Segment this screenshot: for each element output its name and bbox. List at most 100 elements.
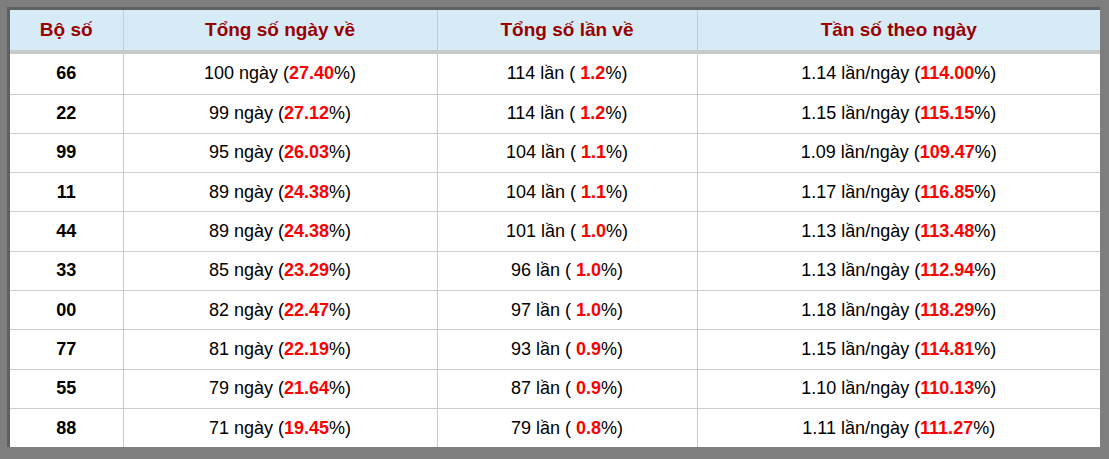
cell-text: 95 ngày ( xyxy=(209,142,284,162)
cell-text: 1.13 lần/ngày ( xyxy=(801,260,920,280)
cell-text: 66 xyxy=(56,63,76,83)
pair-cell: 88 xyxy=(10,409,123,448)
pair-cell: 55 xyxy=(10,369,123,408)
times-cell: 101 lần ( 1.0%) xyxy=(437,212,697,251)
times-cell: 79 lần ( 0.8%) xyxy=(437,409,697,448)
percent-highlight: 1.0 xyxy=(581,221,606,241)
cell-text: 1.13 lần/ngày ( xyxy=(801,221,920,241)
days-cell: 82 ngày (22.47%) xyxy=(123,291,437,330)
percent-highlight: 22.19 xyxy=(284,339,329,359)
freq-cell: 1.09 lần/ngày (109.47%) xyxy=(697,133,1100,172)
percent-highlight: 21.64 xyxy=(284,378,329,398)
window-frame: Bộ số Tổng số ngày về Tổng số lần về Tần… xyxy=(0,0,1109,459)
times-cell: 114 lần ( 1.2%) xyxy=(437,94,697,133)
pair-cell: 22 xyxy=(10,94,123,133)
header-pair: Bộ số xyxy=(10,10,123,52)
cell-text: %) xyxy=(329,182,351,202)
cell-text: %) xyxy=(329,339,351,359)
pair-cell: 44 xyxy=(10,212,123,251)
cell-text: %) xyxy=(329,300,351,320)
cell-text: 1.18 lần/ngày ( xyxy=(801,300,920,320)
percent-highlight: 113.48 xyxy=(920,221,974,241)
cell-text: 55 xyxy=(56,378,76,398)
cell-text: %) xyxy=(974,339,996,359)
percent-highlight: 111.27 xyxy=(920,418,973,438)
cell-text: %) xyxy=(601,339,623,359)
header-frequency: Tần số theo ngày xyxy=(697,10,1100,52)
cell-text: %) xyxy=(974,221,996,241)
table-row: 2299 ngày (27.12%)114 lần ( 1.2%)1.15 lầ… xyxy=(10,94,1100,133)
times-cell: 114 lần ( 1.2%) xyxy=(437,52,697,94)
table-row: 4489 ngày (24.38%)101 lần ( 1.0%)1.13 lầ… xyxy=(10,212,1100,251)
cell-text: %) xyxy=(973,418,995,438)
table-row: 66100 ngày (27.40%)114 lần ( 1.2%)1.14 l… xyxy=(10,52,1100,94)
percent-highlight: 24.38 xyxy=(284,221,329,241)
percent-highlight: 0.9 xyxy=(576,378,601,398)
pair-cell: 99 xyxy=(10,133,123,172)
percent-highlight: 114.00 xyxy=(920,63,974,83)
percent-highlight: 0.8 xyxy=(576,418,601,438)
percent-highlight: 1.2 xyxy=(580,63,605,83)
cell-text: 71 ngày ( xyxy=(209,418,284,438)
days-cell: 85 ngày (23.29%) xyxy=(123,251,437,290)
cell-text: 44 xyxy=(56,221,76,241)
percent-highlight: 19.45 xyxy=(284,418,329,438)
percent-highlight: 112.94 xyxy=(920,260,974,280)
statistics-panel: Bộ số Tổng số ngày về Tổng số lần về Tần… xyxy=(7,7,1100,447)
cell-text: %) xyxy=(329,142,351,162)
cell-text: 82 ngày ( xyxy=(209,300,284,320)
days-cell: 99 ngày (27.12%) xyxy=(123,94,437,133)
cell-text: %) xyxy=(601,260,623,280)
cell-text: %) xyxy=(329,378,351,398)
cell-text: 104 lần ( xyxy=(506,182,581,202)
cell-text: %) xyxy=(606,221,628,241)
cell-text: %) xyxy=(974,300,996,320)
table-row: 9995 ngày (26.03%)104 lần ( 1.1%)1.09 lầ… xyxy=(10,133,1100,172)
freq-cell: 1.18 lần/ngày (118.29%) xyxy=(697,291,1100,330)
times-cell: 104 lần ( 1.1%) xyxy=(437,173,697,212)
cell-text: 89 ngày ( xyxy=(209,221,284,241)
pair-cell: 11 xyxy=(10,173,123,212)
cell-text: 33 xyxy=(56,260,76,280)
cell-text: 22 xyxy=(56,103,76,123)
percent-highlight: 1.0 xyxy=(576,300,601,320)
cell-text: %) xyxy=(329,221,351,241)
days-cell: 100 ngày (27.40%) xyxy=(123,52,437,94)
cell-text: %) xyxy=(606,182,628,202)
cell-text: 97 lần ( xyxy=(511,300,576,320)
times-cell: 96 lần ( 1.0%) xyxy=(437,251,697,290)
cell-text: %) xyxy=(329,103,351,123)
freq-cell: 1.13 lần/ngày (113.48%) xyxy=(697,212,1100,251)
cell-text: %) xyxy=(974,182,996,202)
percent-highlight: 24.38 xyxy=(284,182,329,202)
cell-text: 114 lần ( xyxy=(507,103,581,123)
pair-cell: 77 xyxy=(10,330,123,369)
days-cell: 89 ngày (24.38%) xyxy=(123,173,437,212)
table-row: 3385 ngày (23.29%)96 lần ( 1.0%)1.13 lần… xyxy=(10,251,1100,290)
percent-highlight: 26.03 xyxy=(284,142,329,162)
table-row: 55 79 ngày (21.64%) 87 lần ( 0.9%) 1.10 lần… xyxy=(10,369,1100,408)
percent-highlight: 118.29 xyxy=(920,300,974,320)
freq-cell: 1.15 lần/ngày (114.81%) xyxy=(697,330,1100,369)
cell-text: 87 lần ( xyxy=(511,378,576,398)
cell-text: 79 lần ( xyxy=(511,418,576,438)
cell-text: 101 lần ( xyxy=(506,221,581,241)
percent-highlight: 114.81 xyxy=(920,339,974,359)
cell-text: 77 xyxy=(56,339,76,359)
table-row: 8871 ngày (19.45%)79 lần ( 0.8%)1.11 lần… xyxy=(10,409,1100,448)
freq-cell: 1.13 lần/ngày (112.94%) xyxy=(697,251,1100,290)
header-total-days: Tổng số ngày về xyxy=(123,10,437,52)
times-cell: 104 lần ( 1.1%) xyxy=(437,133,697,172)
cell-text: 1.10 lần/ngày ( xyxy=(801,378,920,398)
percent-highlight: 110.13 xyxy=(920,378,974,398)
percent-highlight: 1.0 xyxy=(576,260,601,280)
percent-highlight: 1.2 xyxy=(580,103,605,123)
cell-text: 96 lần ( xyxy=(511,260,576,280)
days-cell: 95 ngày (26.03%) xyxy=(123,133,437,172)
cell-text: %) xyxy=(329,418,351,438)
days-cell: 71 ngày (19.45%) xyxy=(123,409,437,448)
cell-text: 79 ngày ( xyxy=(209,378,284,398)
cell-text: 88 xyxy=(56,418,76,438)
times-cell: 87 lần ( 0.9%) xyxy=(437,369,697,408)
cell-text: 1.11 lần/ngày ( xyxy=(802,418,920,438)
